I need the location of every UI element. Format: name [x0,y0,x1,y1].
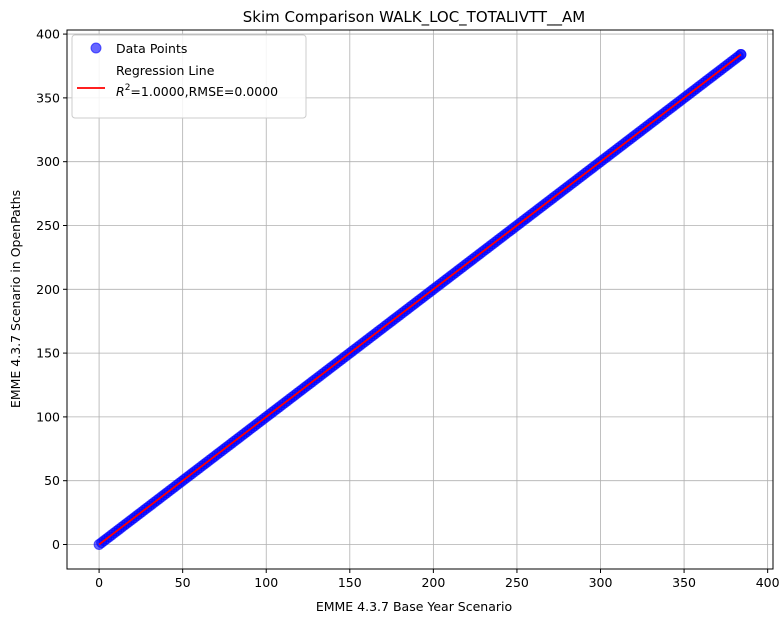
legend-label-regression: Regression Line [116,63,215,78]
y-axis-title: EMME 4.3.7 Scenario in OpenPaths [8,190,23,408]
legend-label-data-points: Data Points [116,41,187,56]
y-tick-label: 50 [44,473,60,488]
x-tick-label: 400 [756,575,780,590]
x-tick-label: 300 [589,575,613,590]
x-axis-title: EMME 4.3.7 Base Year Scenario [316,599,512,614]
y-tick-label: 100 [36,409,60,424]
stats-text: =1.0000,RMSE=0.0000 [130,84,278,99]
y-tick-label: 300 [36,154,60,169]
regression-line [98,53,742,546]
r2-symbol: R [116,84,125,99]
x-tick-label: 150 [338,575,362,590]
x-tick-label: 50 [175,575,191,590]
ticks: 0 50 100 150 200 250 300 350 400 0 50 100 150 200 250 3… [36,27,779,590]
data-layer [93,49,747,550]
y-tick-label: 400 [36,27,60,42]
x-tick-label: 100 [254,575,278,590]
grid [67,30,773,569]
y-tick-label: 0 [52,537,60,552]
legend-label-stats: R2=1.0000,RMSE=0.0000 [116,83,278,99]
x-tick-label: 250 [505,575,529,590]
plot-frame [66,29,774,570]
y-tick-label: 200 [36,282,60,297]
x-tick-label: 200 [421,575,445,590]
chart-title: Skim Comparison WALK_LOC_TOTALIVTT__AM [243,8,585,27]
y-tick-label: 350 [36,90,60,105]
legend-marker-data-points [90,42,102,54]
r2-superscript: 2 [125,83,131,93]
y-tick-label: 150 [36,346,60,361]
legend: Data Points Regression Line R2=1.0000,RM… [71,34,307,119]
x-tick-label: 350 [672,575,696,590]
x-tick-label: 0 [95,575,103,590]
legend-box [71,34,307,119]
y-tick-label: 250 [36,218,60,233]
